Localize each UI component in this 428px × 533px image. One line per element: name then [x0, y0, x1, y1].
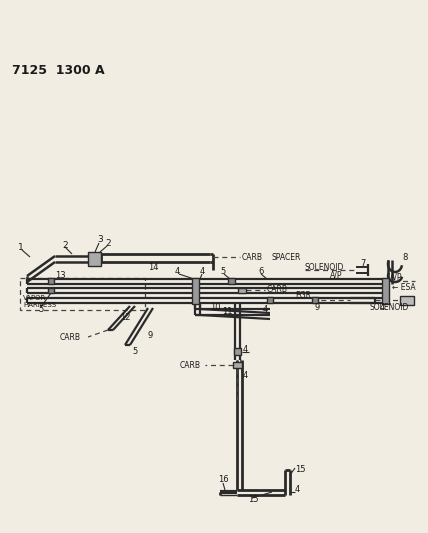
Text: A/P: A/P [330, 271, 342, 279]
Text: 5: 5 [220, 268, 225, 277]
Bar [312, 297, 318, 303]
Text: 5: 5 [38, 305, 43, 314]
Bar [233, 362, 242, 368]
Text: 13: 13 [55, 271, 65, 280]
Text: 9: 9 [148, 330, 153, 340]
Bar [228, 278, 235, 284]
Text: 16: 16 [218, 475, 229, 484]
Text: 15: 15 [248, 496, 259, 505]
Text: 4: 4 [263, 305, 268, 314]
Bar [48, 278, 54, 284]
Text: 11: 11 [222, 306, 232, 316]
Text: 4: 4 [200, 268, 205, 277]
Text: 6: 6 [258, 268, 263, 277]
Text: 8: 8 [402, 254, 407, 262]
Text: 12: 12 [120, 313, 131, 322]
Text: 7: 7 [360, 259, 366, 268]
Text: CARB: CARB [60, 333, 81, 342]
Text: 2: 2 [62, 240, 68, 249]
Text: 1: 1 [18, 244, 24, 253]
Text: ← ESA: ← ESA [392, 282, 416, 292]
Text: SPACER: SPACER [272, 253, 301, 262]
Text: 5: 5 [132, 346, 137, 356]
Text: 10: 10 [210, 303, 220, 311]
Bar [192, 278, 199, 304]
Text: CARB: CARB [242, 253, 263, 262]
Text: 4: 4 [295, 486, 300, 495]
Text: 7125  1300 A: 7125 1300 A [12, 63, 104, 77]
Text: CARB: CARB [267, 286, 288, 295]
Text: 9: 9 [315, 303, 320, 312]
Text: 3: 3 [97, 236, 103, 245]
Text: VAPOR: VAPOR [23, 295, 46, 301]
Text: EGR: EGR [295, 290, 311, 300]
Text: A/P: A/P [390, 272, 402, 281]
Text: 15: 15 [295, 465, 306, 474]
Text: HARNESS: HARNESS [23, 302, 56, 308]
Bar [267, 297, 273, 303]
Text: CARB: CARB [180, 360, 201, 369]
Bar [48, 288, 54, 293]
Bar [400, 296, 414, 305]
Bar [20, 278, 145, 310]
Text: 14: 14 [148, 263, 158, 272]
Text: 4: 4 [380, 303, 385, 311]
Text: SOLENOID: SOLENOID [370, 303, 409, 312]
Text: SOLENOID: SOLENOID [305, 262, 345, 271]
Text: 2: 2 [105, 238, 110, 247]
Text: 4: 4 [175, 268, 180, 277]
Bar [88, 252, 101, 266]
Bar [238, 288, 246, 293]
Text: 4: 4 [243, 344, 248, 353]
Bar [382, 278, 389, 304]
Bar [234, 348, 241, 355]
Text: 4: 4 [243, 370, 248, 379]
